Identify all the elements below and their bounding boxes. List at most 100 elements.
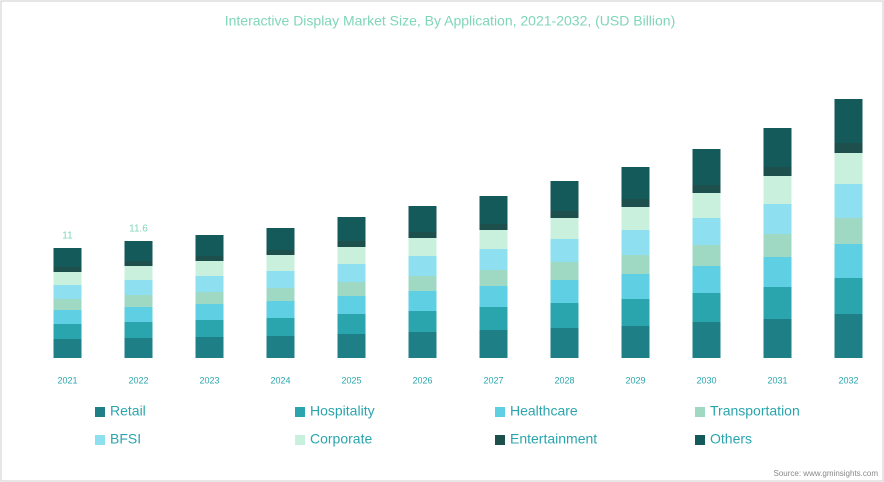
bar-segment — [479, 230, 508, 249]
legend-swatch — [495, 407, 505, 417]
bar-segment — [621, 199, 650, 207]
bar-segment — [266, 228, 295, 250]
legend-label: Others — [710, 431, 752, 447]
bar-segment — [479, 307, 508, 330]
bar-segment — [266, 271, 295, 288]
legend-swatch — [295, 435, 305, 445]
x-tick-label: 2025 — [341, 375, 361, 385]
x-tick-label: 2026 — [412, 375, 432, 385]
bar-segment — [337, 217, 366, 241]
bar-segment — [763, 234, 792, 257]
bar-segment — [337, 282, 366, 296]
bar-segment — [479, 249, 508, 270]
bar-segment — [53, 339, 82, 358]
bar-segment — [408, 276, 437, 291]
bar-segment — [266, 255, 295, 271]
x-tick-label: 2023 — [199, 375, 219, 385]
x-tick-label: 2031 — [767, 375, 787, 385]
bar-segment — [53, 267, 82, 272]
x-tick-label: 2032 — [838, 375, 858, 385]
bar-segment — [337, 264, 366, 282]
bar-segment — [834, 143, 863, 153]
bar-segment — [266, 336, 295, 358]
bar-segment — [195, 261, 224, 276]
legend-swatch — [495, 435, 505, 445]
bar-segment — [195, 304, 224, 320]
bar-segment — [763, 167, 792, 176]
bar-segment — [124, 322, 153, 338]
bar-segment — [195, 235, 224, 256]
total-label: 11 — [62, 231, 73, 242]
legend-swatch — [95, 407, 105, 417]
bar-segment — [479, 270, 508, 286]
bar-segment — [195, 320, 224, 337]
x-tick-label: 2024 — [270, 375, 290, 385]
bar-segment — [621, 299, 650, 326]
bar-segment — [621, 326, 650, 358]
bar-segment — [266, 318, 295, 336]
bar-segment — [408, 291, 437, 311]
bar-segment — [124, 280, 153, 295]
bar-segment — [621, 255, 650, 274]
bar-segment — [53, 310, 82, 324]
legend-swatch — [695, 435, 705, 445]
legend-swatch — [695, 407, 705, 417]
bar-segment — [763, 204, 792, 234]
bar-segment — [763, 319, 792, 358]
bar-segment — [550, 211, 579, 218]
bar-segment — [124, 338, 153, 358]
bar-segment — [124, 307, 153, 322]
bar-segment — [550, 280, 579, 303]
x-tick-label: 2022 — [128, 375, 148, 385]
bar-segment — [53, 324, 82, 339]
bar-segment — [266, 250, 295, 255]
bar-segment — [124, 295, 153, 307]
bar-segment — [195, 276, 224, 292]
bar-segment — [763, 176, 792, 204]
chart-title: Interactive Display Market Size, By Appl… — [225, 13, 676, 29]
bar-segment — [692, 149, 721, 185]
x-tick-label: 2028 — [554, 375, 574, 385]
bar-segment — [337, 334, 366, 358]
bar-segment — [550, 181, 579, 211]
bar-segment — [408, 311, 437, 332]
source: Source: www.gminsights.com — [774, 469, 879, 478]
bar-segment — [408, 238, 437, 256]
legend-label: BFSI — [110, 431, 141, 447]
legend-label: Hospitality — [310, 403, 375, 419]
bar-segment — [763, 287, 792, 319]
bar-segment — [550, 239, 579, 262]
bar-segment — [621, 274, 650, 299]
bar-segment — [834, 314, 863, 358]
bar-segment — [692, 193, 721, 218]
bar-segment — [195, 292, 224, 304]
bar-segment — [692, 245, 721, 266]
x-tick-label: 2030 — [696, 375, 716, 385]
bar-segment — [408, 256, 437, 276]
bar-segment — [834, 278, 863, 314]
bar-segment — [124, 266, 153, 280]
bar-segment — [550, 328, 579, 358]
legend-label: Entertainment — [510, 431, 597, 447]
bar-segment — [195, 337, 224, 358]
bar-segment — [550, 218, 579, 239]
bar-segment — [337, 314, 366, 334]
total-label: 11.6 — [129, 224, 148, 235]
bar-segment — [550, 303, 579, 328]
bar-segment — [692, 322, 721, 358]
bar-segment — [692, 218, 721, 245]
bar-segment — [195, 256, 224, 261]
bar-segment — [53, 248, 82, 267]
bar-segment — [479, 330, 508, 358]
bar-segment — [692, 293, 721, 322]
bar-segment — [621, 167, 650, 199]
bar-segment — [408, 232, 437, 238]
bar-segment — [53, 285, 82, 299]
bar-segment — [834, 218, 863, 244]
bar-segment — [834, 244, 863, 278]
bar-segment — [266, 288, 295, 301]
bar-segment — [408, 206, 437, 232]
x-tick-label: 2021 — [57, 375, 77, 385]
bar-segment — [53, 272, 82, 285]
